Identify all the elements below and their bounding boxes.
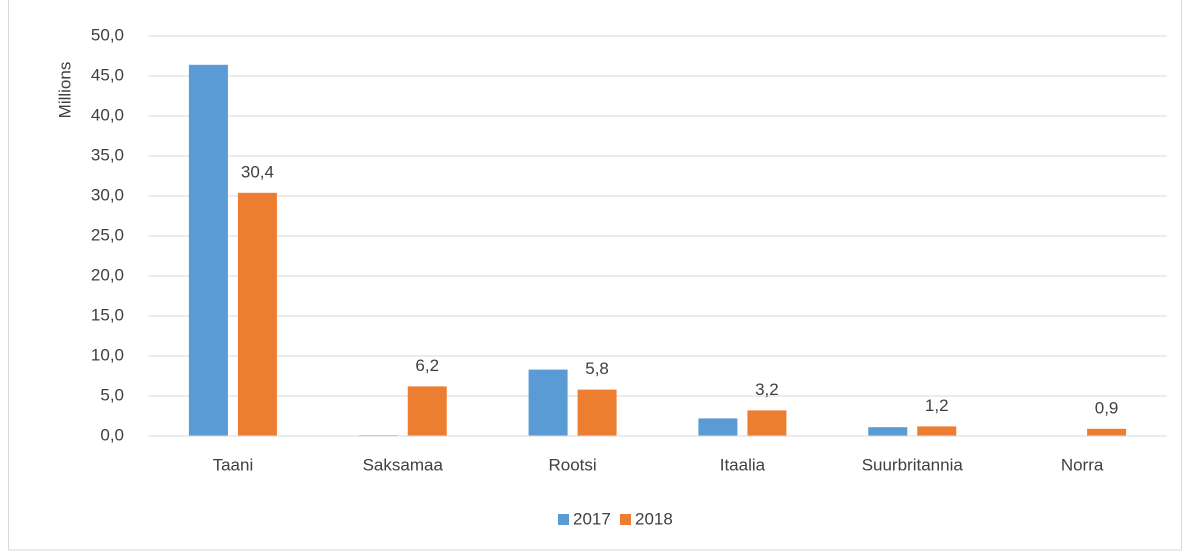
y-tick-label: 45,0 — [91, 65, 124, 84]
bar — [528, 369, 568, 436]
y-axis-label: Millions — [55, 62, 74, 119]
bar — [698, 418, 738, 436]
y-tick-label: 20,0 — [91, 265, 124, 284]
bar — [237, 192, 277, 436]
legend-label: 2017 — [573, 509, 611, 528]
bar — [577, 389, 617, 436]
data-label: 0,9 — [1095, 398, 1119, 417]
x-tick-label: Rootsi — [548, 455, 596, 474]
y-tick-label: 35,0 — [91, 145, 124, 164]
bar — [868, 427, 908, 436]
bar — [188, 64, 228, 437]
data-label: 3,2 — [755, 380, 779, 399]
y-tick-label: 10,0 — [91, 345, 124, 364]
y-tick-label: 15,0 — [91, 305, 124, 324]
x-tick-label: Suurbritannia — [862, 455, 964, 474]
data-label: 30,4 — [241, 162, 274, 181]
bar — [407, 386, 447, 436]
data-label: 6,2 — [415, 356, 439, 375]
data-label: 1,2 — [925, 396, 949, 415]
x-tick-label: Taani — [213, 455, 254, 474]
y-tick-label: 50,0 — [91, 25, 124, 44]
legend-swatch — [620, 514, 631, 525]
bar — [747, 410, 787, 436]
y-tick-label: 30,0 — [91, 185, 124, 204]
x-tick-label: Itaalia — [720, 455, 766, 474]
legend-swatch — [558, 514, 569, 525]
x-tick-label: Saksamaa — [363, 455, 444, 474]
x-tick-label: Norra — [1061, 455, 1104, 474]
y-tick-label: 0,0 — [100, 425, 124, 444]
data-label: 5,8 — [585, 359, 609, 378]
y-tick-label: 5,0 — [100, 385, 124, 404]
bar — [917, 426, 957, 436]
y-tick-label: 40,0 — [91, 105, 124, 124]
y-tick-label: 25,0 — [91, 225, 124, 244]
legend-label: 2018 — [635, 509, 673, 528]
bar — [1087, 428, 1127, 436]
